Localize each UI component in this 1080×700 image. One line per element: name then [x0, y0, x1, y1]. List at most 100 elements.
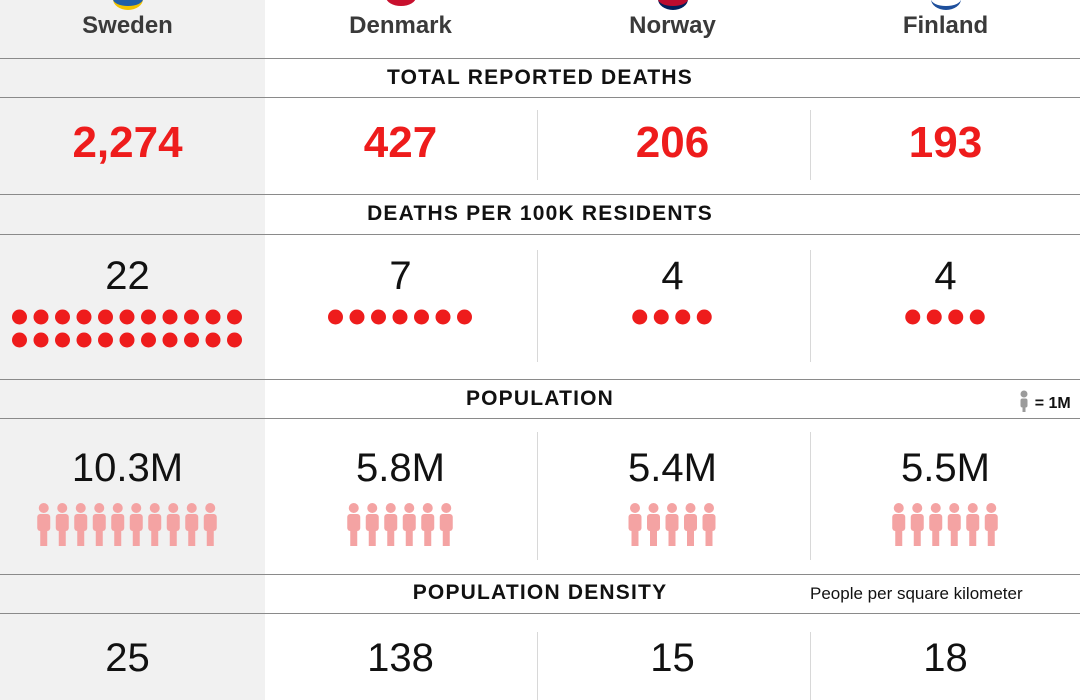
death-dot-sweden: [205, 332, 221, 348]
density-value-norway: 15: [650, 636, 695, 680]
death-dot-sweden: [76, 309, 92, 325]
person-icon-sweden: [166, 503, 180, 546]
death-dot-finland: [926, 309, 942, 325]
finland-flag-icon: [931, 0, 961, 10]
death-dot-denmark: [349, 309, 365, 325]
deaths-value-norway: 206: [635, 118, 710, 167]
divider: [0, 613, 1080, 614]
person-icon-finland: [929, 503, 943, 546]
column-separator: [810, 632, 811, 700]
death-dot-sweden: [162, 309, 178, 325]
person-icon-norway: [702, 503, 716, 546]
legend-label: = 1M: [1034, 395, 1071, 412]
population-value-denmark: 5.8M: [356, 446, 445, 490]
per100k-value-norway: 4: [661, 254, 684, 298]
person-icon-norway: [665, 503, 679, 546]
person-icon-denmark: [402, 503, 416, 546]
death-dot-sweden: [227, 332, 242, 348]
person-icon-sweden: [203, 503, 217, 546]
country-name-denmark: Denmark: [349, 12, 452, 39]
death-dot-norway: [632, 309, 648, 325]
person-icon-sweden: [37, 503, 51, 546]
death-dot-sweden: [76, 332, 92, 348]
death-dot-sweden: [55, 332, 70, 348]
denmark-flag-icon: [386, 0, 416, 6]
person-icon-sweden: [129, 503, 143, 546]
person-icon-denmark: [421, 503, 435, 546]
death-dot-denmark: [414, 309, 429, 325]
death-dot-sweden: [33, 309, 49, 325]
country-name-finland: Finland: [902, 12, 989, 39]
person-icon-sweden: [185, 503, 199, 546]
death-dot-norway: [675, 309, 691, 325]
divider: [0, 194, 1080, 195]
person-icon-denmark: [384, 503, 398, 546]
death-dot-sweden: [119, 332, 135, 348]
death-dot-norway: [696, 309, 712, 325]
death-dot-sweden: [55, 309, 70, 325]
death-dot-denmark: [328, 309, 343, 325]
sweden-column-background: [0, 0, 265, 700]
deaths-value-finland: 193: [908, 118, 983, 167]
death-dot-sweden: [141, 332, 156, 348]
deaths-value-denmark: 427: [363, 118, 438, 167]
death-dot-sweden: [227, 309, 242, 325]
death-dot-sweden: [141, 309, 156, 325]
column-separator: [537, 432, 538, 560]
person-icon-finland: [910, 503, 924, 546]
person-icon-denmark: [347, 503, 361, 546]
death-dot-finland: [948, 309, 964, 325]
column-separator: [537, 250, 538, 362]
person-icon-finland: [966, 503, 980, 546]
per100k-value-finland: 4: [934, 254, 957, 298]
divider: [0, 379, 1080, 380]
person-icon-sweden: [55, 503, 69, 546]
deaths-per-100k-dot-chart: [12, 309, 985, 348]
deaths-value-sweden: 2,274: [72, 118, 183, 167]
death-dot-denmark: [435, 309, 451, 325]
person-icon-denmark: [439, 503, 453, 546]
death-dot-sweden: [119, 309, 135, 325]
sweden-flag-icon: [113, 0, 143, 10]
person-icon-denmark: [365, 503, 379, 546]
person-icon-finland: [892, 503, 906, 546]
density-value-finland: 18: [923, 636, 968, 680]
death-dot-denmark: [392, 309, 408, 325]
person-icon-sweden: [111, 503, 125, 546]
divider: [0, 58, 1080, 59]
death-dot-sweden: [184, 332, 199, 348]
person-legend-icon: [1020, 390, 1028, 412]
person-icon-sweden: [148, 503, 162, 546]
column-separator: [810, 250, 811, 362]
death-dot-norway: [653, 309, 669, 325]
death-dot-sweden: [33, 332, 49, 348]
country-name-sweden: Sweden: [82, 12, 173, 39]
person-icon-finland: [984, 503, 998, 546]
per100k-value-sweden: 22: [105, 254, 150, 298]
column-separator: [810, 110, 811, 180]
section-title-population-density: POPULATION DENSITY: [412, 581, 668, 604]
column-separator: [537, 110, 538, 180]
population-legend: = 1M: [1018, 390, 1071, 413]
death-dot-sweden: [12, 309, 27, 325]
per100k-value-denmark: 7: [389, 254, 412, 298]
density-value-sweden: 25: [105, 636, 150, 680]
death-dot-sweden: [205, 309, 221, 325]
death-dot-sweden: [184, 309, 199, 325]
person-icon-norway: [647, 503, 660, 546]
person-icon-sweden: [92, 503, 106, 546]
divider: [0, 97, 1080, 98]
death-dot-finland: [905, 309, 921, 325]
divider: [0, 574, 1080, 575]
death-dot-denmark: [457, 309, 472, 325]
divider: [0, 234, 1080, 235]
column-separator: [810, 432, 811, 560]
density-unit-note: People per square kilometer: [810, 584, 1023, 603]
section-title-deaths-per-100k: DEATHS PER 100K RESIDENTS: [367, 202, 713, 225]
death-dot-sweden: [12, 332, 27, 348]
norway-flag-icon: [658, 0, 688, 10]
death-dot-sweden: [98, 332, 113, 348]
death-dot-finland: [969, 309, 985, 325]
person-icon-sweden: [74, 503, 88, 546]
section-title-population: POPULATION: [465, 387, 615, 410]
